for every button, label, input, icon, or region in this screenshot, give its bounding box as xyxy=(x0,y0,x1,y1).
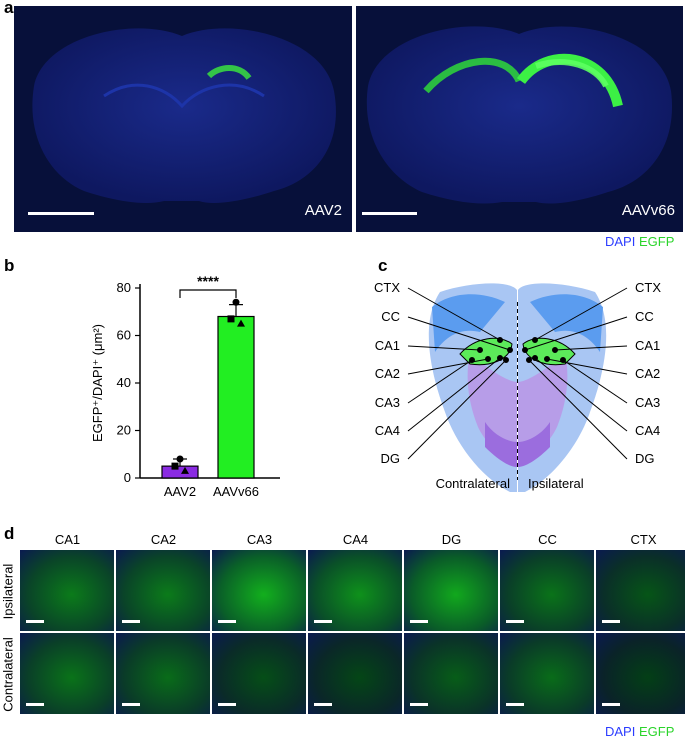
data-point xyxy=(181,466,189,474)
panel-d-legend: DAPI EGFP xyxy=(605,724,674,739)
micrograph-ipsilateral-cc xyxy=(500,550,594,631)
right-label-ca2: CA2 xyxy=(635,366,660,381)
bar-aavv66 xyxy=(217,315,255,479)
micrograph-ipsilateral-ca4 xyxy=(308,550,402,631)
micrograph-contralateral-ctx xyxy=(596,633,685,714)
right-label-cc: CC xyxy=(635,309,654,324)
left-label-ca2: CA2 xyxy=(375,366,400,381)
column-header-ca1: CA1 xyxy=(54,532,81,547)
left-label-ca1: CA1 xyxy=(375,338,400,353)
micrograph-contralateral-ca2 xyxy=(116,633,210,714)
scale-bar xyxy=(28,212,94,215)
scale-bar xyxy=(410,620,428,623)
x-tick-label-aav2: AAV2 xyxy=(164,484,196,499)
scale-bar xyxy=(314,703,332,706)
panel-a-label: a xyxy=(4,0,14,17)
micrograph-contralateral-cc xyxy=(500,633,594,714)
scale-bar xyxy=(410,703,428,706)
legend-dapi: DAPI xyxy=(605,724,636,739)
scale-bar xyxy=(602,620,620,623)
y-tick-label: 40 xyxy=(117,375,131,390)
bar-chart: 0 20 40 60 80 EGFP⁺/DAPI⁺ (μm²) AAV2 AAVv66 **** xyxy=(90,273,280,499)
legend-dapi: DAPI xyxy=(605,234,636,249)
column-header-ca4: CA4 xyxy=(342,532,369,547)
aavv66-tag: AAVv66 xyxy=(621,202,675,219)
right-label-ca4: CA4 xyxy=(635,423,660,438)
ipsilateral-label: Ipsilateral xyxy=(528,476,584,491)
micrograph-contralateral-dg xyxy=(404,633,498,714)
scale-bar xyxy=(506,620,524,623)
micrograph-contralateral-ca4 xyxy=(308,633,402,714)
micrograph-contralateral-ca3 xyxy=(212,633,306,714)
y-tick-label: 80 xyxy=(117,280,131,295)
aav2-brain-image: AAV2 xyxy=(14,6,352,232)
data-point xyxy=(171,462,179,470)
left-label-ca3: CA3 xyxy=(375,395,400,410)
micrograph-ipsilateral-ca1 xyxy=(20,550,114,631)
right-label-dg: DG xyxy=(635,451,655,466)
micrograph-ipsilateral-ca2 xyxy=(116,550,210,631)
panel-a-legend: DAPI EGFP xyxy=(605,234,674,249)
micrograph-ipsilateral-ca3 xyxy=(212,550,306,631)
aav2-tag: AAV2 xyxy=(304,202,342,219)
panel-d-label: d xyxy=(4,524,15,543)
row-label-contralateral: Contralateral xyxy=(0,636,16,712)
data-point xyxy=(232,298,240,306)
scale-bar xyxy=(122,703,140,706)
right-label-ca1: CA1 xyxy=(635,338,660,353)
scale-bar xyxy=(218,620,236,623)
right-label-ca3: CA3 xyxy=(635,395,660,410)
legend-egfp: EGFP xyxy=(638,724,675,739)
scale-bar xyxy=(362,212,417,215)
data-point xyxy=(227,315,235,323)
legend-egfp: EGFP xyxy=(638,234,675,249)
micrograph-contralateral-ca1 xyxy=(20,633,114,714)
column-header-ca2: CA2 xyxy=(150,532,177,547)
aavv66-brain-image: AAVv66 xyxy=(356,6,683,232)
scale-bar xyxy=(506,703,524,706)
contralateral-label: Contralateral xyxy=(436,476,511,491)
data-point xyxy=(176,455,184,463)
x-tick-label-aavv66: AAVv66 xyxy=(213,484,259,499)
micrograph-ipsilateral-ctx xyxy=(596,550,685,631)
left-label-dg: DG xyxy=(381,451,401,466)
significance-stars: **** xyxy=(197,273,219,289)
column-header-ca3: CA3 xyxy=(246,532,273,547)
left-label-ctx: CTX xyxy=(374,280,400,295)
panel-b-label: b xyxy=(4,256,15,275)
scale-bar xyxy=(122,620,140,623)
data-point xyxy=(237,319,245,327)
scale-bar xyxy=(314,620,332,623)
column-header-dg: DG xyxy=(441,532,462,547)
right-label-ctx: CTX xyxy=(635,280,661,295)
bar-aav2 xyxy=(161,465,199,479)
y-tick-label: 20 xyxy=(117,423,131,438)
y-axis-label: EGFP⁺/DAPI⁺ (μm²) xyxy=(90,324,105,442)
column-header-ctx: CTX xyxy=(630,532,657,547)
panel-c-label: c xyxy=(378,256,388,275)
scale-bar xyxy=(26,620,44,623)
y-tick-label: 0 xyxy=(124,470,131,485)
micrograph-ipsilateral-dg xyxy=(404,550,498,631)
scale-bar xyxy=(26,703,44,706)
scale-bar xyxy=(218,703,236,706)
left-label-cc: CC xyxy=(381,309,400,324)
y-tick-label: 60 xyxy=(117,328,131,343)
significance-bracket xyxy=(179,289,237,298)
column-header-cc: CC xyxy=(538,532,557,547)
brain-schematic: CTX CC CA1 CA2 CA3 CA4 DG CTX CC CA1 CA2… xyxy=(374,280,661,492)
left-label-ca4: CA4 xyxy=(375,423,400,438)
scale-bar xyxy=(602,703,620,706)
